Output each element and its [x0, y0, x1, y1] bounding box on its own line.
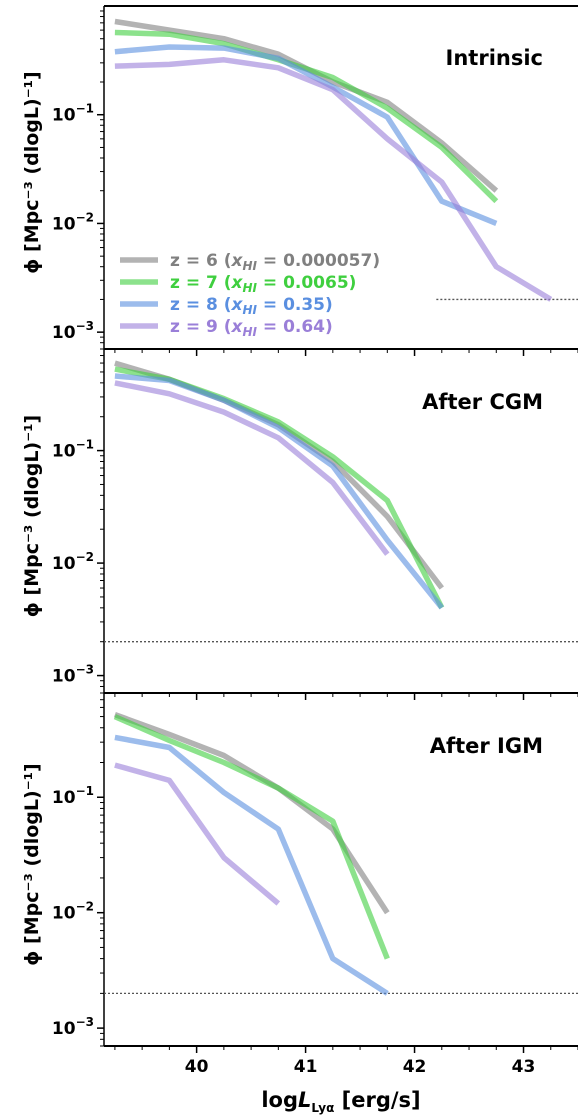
series-line-z7 [114, 366, 445, 610]
legend-entry: z = 9 (xHI = 0.64) [120, 317, 333, 339]
series-line-z7 [114, 29, 499, 204]
series-line-z8 [114, 373, 444, 610]
y-axis-label: ϕ [Mpc⁻³ (dlogL)⁻¹] [21, 71, 43, 273]
y-tick-label: 10−3 [52, 319, 94, 343]
legend-entry: z = 8 (xHI = 0.35) [120, 295, 333, 317]
series-line-z9 [114, 380, 390, 556]
x-tick-label: 43 [512, 1057, 536, 1077]
legend-label: z = 7 (xHI = 0.0065) [170, 273, 356, 295]
series-line-z9 [114, 762, 281, 906]
x-tick-label: 42 [403, 1057, 427, 1077]
y-tick-label: 10−1 [52, 438, 94, 462]
y-tick-label: 10−3 [52, 1015, 94, 1039]
y-tick-label: 10−2 [52, 900, 94, 924]
legend-label: z = 6 (xHI = 0.000057) [170, 251, 380, 273]
x-tick-label: 40 [185, 1057, 209, 1077]
y-tick-label: 10−1 [52, 784, 94, 808]
legend-entry: z = 7 (xHI = 0.0065) [120, 273, 356, 295]
legend-label: z = 8 (xHI = 0.35) [170, 295, 333, 317]
legend: z = 6 (xHI = 0.000057)z = 7 (xHI = 0.006… [120, 251, 380, 339]
y-axis-label: ϕ [Mpc⁻³ (dlogL)⁻¹] [21, 763, 43, 965]
y-tick-label: 10−2 [52, 210, 94, 234]
panel-title: After IGM [430, 734, 543, 758]
y-tick-label: 10−2 [52, 550, 94, 574]
legend-entry: z = 6 (xHI = 0.000057) [120, 251, 380, 273]
chart-panels: 10−3 10−2 10−1 ϕ [Mpc⁻³ (dlogL)⁻¹] Intrinsic… [21, 5, 578, 1077]
panel-3: 10−3 10−2 10−1 40 41 42 43 ϕ [Mpc⁻³ (dlogL)⁻¹] A… [21, 692, 578, 1077]
panel-2: 10−3 10−2 10−1 ϕ [Mpc⁻³ (dlogL)⁻¹] After CGM [21, 348, 578, 700]
series-line-z8 [114, 734, 389, 996]
series-line-z7 [113, 714, 390, 960]
panel-1: 10−3 10−2 10−1 ϕ [Mpc⁻³ (dlogL)⁻¹] Intrinsic [21, 5, 578, 356]
series-line-z8 [114, 44, 498, 226]
x-tick-label: 41 [294, 1057, 318, 1077]
panel-title: Intrinsic [446, 46, 543, 70]
legend-label: z = 9 (xHI = 0.64) [170, 317, 333, 339]
y-axis-label: ϕ [Mpc⁻³ (dlogL)⁻¹] [21, 415, 43, 617]
series-line-z6 [114, 360, 444, 590]
x-axis-label: logLLyα [erg/s] [261, 1088, 420, 1115]
panel-title: After CGM [422, 390, 543, 414]
y-tick-label: 10−3 [52, 663, 94, 687]
series-line-z9 [114, 57, 553, 302]
y-tick-label: 10−1 [52, 102, 94, 126]
